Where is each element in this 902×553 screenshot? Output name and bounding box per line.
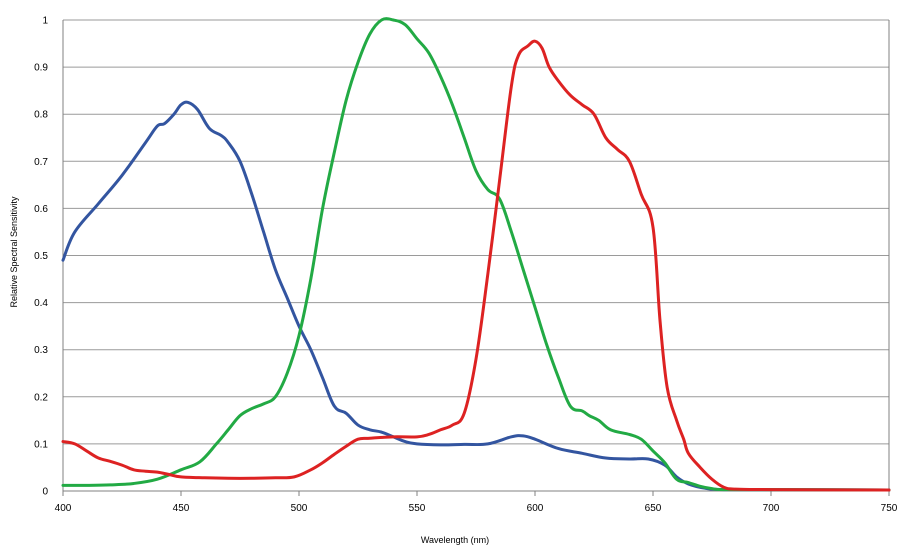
- red-sensitivity-curve: [61, 39, 891, 492]
- y-tick-label: 0: [42, 487, 48, 498]
- x-tick-label: 550: [409, 503, 426, 514]
- y-tick-label: 0.3: [34, 345, 48, 356]
- blue-sensitivity-curve: [61, 100, 891, 492]
- x-tick-label: 750: [881, 503, 898, 514]
- x-tick-label: 600: [527, 503, 544, 514]
- x-tick-label: 450: [173, 503, 190, 514]
- x-axis-title: Wavelength (nm): [421, 535, 489, 545]
- axes: [62, 20, 890, 496]
- y-tick-label: 0.8: [34, 110, 48, 121]
- x-tick-label: 650: [645, 503, 662, 514]
- y-tick-label: 0.6: [34, 204, 48, 215]
- y-tick-label: 0.5: [34, 251, 48, 262]
- y-tick-label: 0.2: [34, 392, 48, 403]
- y-tick-label: 0.4: [34, 298, 48, 309]
- y-axis-title: Relative Spectral Sensitivity: [9, 196, 19, 308]
- x-tick-label: 700: [763, 503, 780, 514]
- series-group: [61, 17, 891, 492]
- green-sensitivity-curve: [61, 17, 891, 492]
- x-tick-label: 400: [55, 503, 72, 514]
- x-tick-label: 500: [291, 503, 308, 514]
- tick-labels: 0 0.1 0.2 0.3 0.4 0.5 0.6 0.7 0.8 0.9 1 400 450 500 55…: [34, 16, 898, 515]
- y-tick-label: 0.1: [34, 439, 48, 450]
- y-tick-label: 0.9: [34, 63, 48, 74]
- y-tick-label: 0.7: [34, 157, 48, 168]
- y-tick-label: 1: [42, 16, 48, 27]
- grid-lines: [63, 19, 889, 445]
